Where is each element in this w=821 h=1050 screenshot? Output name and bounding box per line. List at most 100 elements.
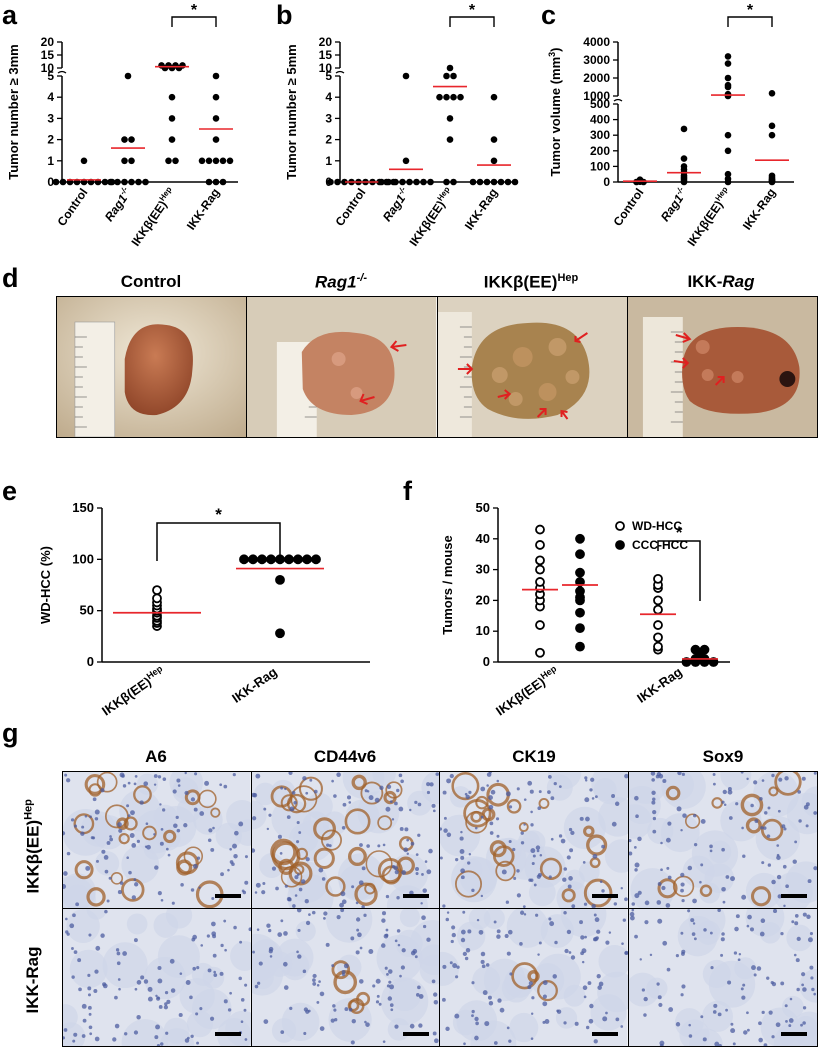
nucleus <box>761 1010 765 1015</box>
nucleus <box>440 856 443 860</box>
stain-region <box>583 825 595 838</box>
data-point <box>483 178 491 186</box>
y-tick-label: 15 <box>319 48 333 62</box>
data-point <box>114 178 121 186</box>
y-tick-label: 5 <box>325 69 332 83</box>
nucleus <box>385 972 389 976</box>
nucleus <box>507 929 513 935</box>
nucleus <box>81 1003 87 1009</box>
tissue-cell-region <box>597 971 628 1013</box>
nucleus <box>391 818 394 821</box>
nucleus <box>462 910 466 914</box>
nucleus <box>408 808 411 812</box>
tissue-cell-region <box>784 861 817 904</box>
tissue-cell-region <box>708 960 755 1008</box>
data-point <box>212 136 220 143</box>
nucleus <box>542 994 547 999</box>
nucleus <box>425 869 431 875</box>
nucleus <box>579 920 583 925</box>
nucleus <box>268 949 273 954</box>
nucleus <box>302 969 306 974</box>
stain-region <box>86 887 106 907</box>
nucleus <box>117 978 121 981</box>
nucleus <box>361 866 366 871</box>
nucleus <box>797 819 802 823</box>
nucleus <box>164 990 169 995</box>
nucleus <box>198 886 201 889</box>
y-tick-label: 3 <box>47 111 54 125</box>
tissue-cell-region <box>420 772 440 805</box>
nucleus <box>400 870 406 875</box>
nucleus <box>631 909 634 912</box>
nucleus <box>488 804 494 810</box>
y-tick-label: 4000 <box>583 35 610 49</box>
nucleus <box>665 866 669 870</box>
nucleus <box>296 928 301 933</box>
nucleus <box>332 1008 336 1012</box>
y-tick-label: 2 <box>47 133 54 147</box>
nucleus <box>145 822 149 826</box>
nucleus <box>234 830 239 836</box>
nucleus <box>243 1008 247 1012</box>
nucleus <box>537 953 540 956</box>
nucleus <box>485 963 490 967</box>
nucleus <box>223 784 228 789</box>
nucleus <box>445 1026 450 1032</box>
data-point-filled <box>575 641 585 652</box>
nucleus <box>691 932 695 936</box>
nucleus <box>726 980 731 985</box>
nucleus <box>301 776 307 781</box>
nucleus <box>450 939 454 944</box>
nucleus <box>398 773 402 778</box>
nucleus <box>698 880 702 884</box>
nucleus <box>208 828 213 833</box>
nucleus <box>127 814 131 818</box>
nucleus <box>115 948 120 952</box>
nucleus <box>297 831 301 834</box>
nucleus <box>143 979 149 984</box>
nucleus <box>533 883 537 887</box>
nucleus <box>680 951 685 956</box>
nucleus <box>103 855 109 860</box>
nucleus <box>595 936 599 940</box>
y-tick-label: 2000 <box>583 71 610 85</box>
nucleus <box>267 928 271 933</box>
significance-bracket <box>657 540 701 601</box>
nucleus <box>165 1031 169 1035</box>
legend-marker-open <box>615 521 625 531</box>
nucleus <box>244 880 249 885</box>
nucleus <box>432 992 437 997</box>
nucleus <box>341 825 345 830</box>
nucleus <box>351 1018 356 1024</box>
nucleus <box>219 971 224 976</box>
y-tick-label: 1 <box>47 154 54 168</box>
nucleus <box>796 936 801 942</box>
nucleus <box>666 821 671 826</box>
nucleus <box>251 792 256 798</box>
stain-region <box>684 813 700 829</box>
nucleus <box>385 928 388 932</box>
data-point <box>443 72 450 80</box>
nucleus <box>405 838 409 842</box>
nucleus <box>605 940 610 945</box>
liver-photo-ikkb <box>437 297 628 437</box>
nucleus <box>688 1034 692 1038</box>
nucleus <box>238 821 244 827</box>
nucleus <box>550 837 554 841</box>
tissue-cell-region <box>598 945 628 978</box>
nucleus <box>692 813 696 818</box>
nucleus <box>239 940 243 944</box>
stain-region <box>351 774 367 791</box>
nucleus <box>733 926 739 932</box>
nucleus <box>126 856 130 860</box>
nucleus <box>114 995 118 1000</box>
nucleus <box>655 982 660 986</box>
nucleus <box>393 801 398 806</box>
stain-region <box>344 808 371 835</box>
nucleus <box>251 816 256 821</box>
nucleus <box>116 951 121 956</box>
stain-region <box>583 878 613 908</box>
nucleus <box>475 1021 479 1026</box>
data-point <box>172 157 179 165</box>
data-point-filled <box>681 657 692 667</box>
